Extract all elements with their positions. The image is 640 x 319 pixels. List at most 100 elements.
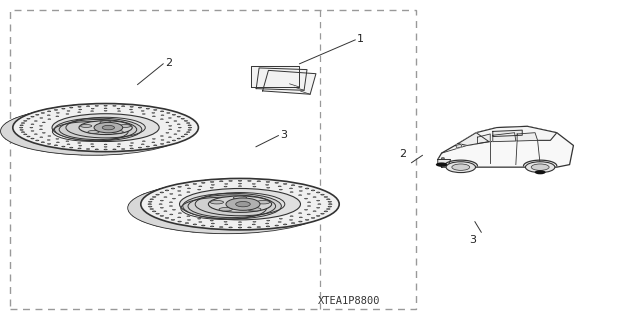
- Ellipse shape: [160, 207, 163, 208]
- Ellipse shape: [66, 114, 69, 115]
- Ellipse shape: [56, 142, 60, 143]
- Ellipse shape: [193, 224, 196, 225]
- Ellipse shape: [202, 182, 205, 183]
- Ellipse shape: [181, 118, 184, 119]
- Polygon shape: [1, 125, 13, 134]
- Ellipse shape: [452, 164, 470, 170]
- Ellipse shape: [188, 125, 191, 126]
- Ellipse shape: [161, 136, 163, 137]
- Polygon shape: [133, 191, 156, 200]
- Ellipse shape: [211, 226, 214, 227]
- Ellipse shape: [166, 132, 169, 133]
- Ellipse shape: [188, 127, 192, 128]
- Ellipse shape: [248, 181, 252, 182]
- Ellipse shape: [209, 196, 271, 212]
- Ellipse shape: [290, 216, 293, 217]
- Ellipse shape: [238, 227, 242, 228]
- Ellipse shape: [27, 136, 30, 137]
- Ellipse shape: [161, 119, 163, 120]
- Ellipse shape: [178, 186, 181, 187]
- Ellipse shape: [160, 200, 163, 201]
- Polygon shape: [173, 226, 206, 232]
- Text: 1: 1: [357, 34, 364, 44]
- Polygon shape: [252, 66, 300, 87]
- Ellipse shape: [253, 221, 256, 222]
- Ellipse shape: [152, 142, 155, 143]
- Ellipse shape: [40, 129, 42, 130]
- Polygon shape: [1, 130, 18, 139]
- Ellipse shape: [181, 136, 184, 137]
- Ellipse shape: [248, 208, 261, 211]
- Ellipse shape: [188, 219, 191, 220]
- Ellipse shape: [166, 142, 170, 143]
- Ellipse shape: [30, 127, 33, 128]
- Ellipse shape: [257, 226, 260, 227]
- Ellipse shape: [117, 146, 120, 147]
- Ellipse shape: [1, 107, 186, 155]
- Polygon shape: [236, 229, 271, 234]
- Ellipse shape: [311, 218, 315, 219]
- Polygon shape: [15, 140, 40, 148]
- Ellipse shape: [252, 183, 255, 184]
- Ellipse shape: [170, 193, 173, 194]
- Polygon shape: [1, 120, 18, 129]
- Ellipse shape: [104, 144, 107, 145]
- Polygon shape: [193, 228, 227, 234]
- Ellipse shape: [77, 112, 81, 113]
- Ellipse shape: [79, 121, 132, 135]
- Ellipse shape: [118, 144, 120, 145]
- Ellipse shape: [184, 134, 188, 135]
- Ellipse shape: [160, 215, 164, 216]
- Ellipse shape: [78, 148, 81, 149]
- Ellipse shape: [113, 105, 116, 106]
- Ellipse shape: [36, 114, 39, 115]
- Ellipse shape: [525, 162, 555, 173]
- Ellipse shape: [165, 190, 169, 191]
- Ellipse shape: [321, 213, 324, 214]
- Ellipse shape: [326, 199, 330, 200]
- Ellipse shape: [141, 178, 339, 230]
- Ellipse shape: [150, 209, 154, 210]
- Ellipse shape: [146, 146, 150, 147]
- Ellipse shape: [41, 142, 45, 143]
- Ellipse shape: [20, 125, 23, 126]
- Polygon shape: [61, 150, 93, 155]
- Ellipse shape: [131, 112, 134, 113]
- Ellipse shape: [24, 120, 27, 121]
- Polygon shape: [102, 151, 134, 155]
- Ellipse shape: [172, 198, 175, 199]
- Ellipse shape: [141, 144, 144, 145]
- Ellipse shape: [239, 222, 241, 223]
- Ellipse shape: [152, 211, 156, 212]
- Ellipse shape: [224, 186, 227, 187]
- Ellipse shape: [305, 188, 309, 189]
- Ellipse shape: [185, 185, 189, 186]
- Ellipse shape: [61, 146, 65, 147]
- Ellipse shape: [187, 216, 190, 217]
- Ellipse shape: [177, 130, 180, 131]
- Ellipse shape: [31, 138, 34, 139]
- Ellipse shape: [169, 125, 172, 126]
- Ellipse shape: [54, 109, 58, 110]
- Ellipse shape: [267, 220, 270, 221]
- Ellipse shape: [81, 124, 92, 127]
- Ellipse shape: [54, 118, 142, 141]
- Ellipse shape: [130, 148, 133, 149]
- Ellipse shape: [436, 162, 447, 167]
- Ellipse shape: [186, 122, 190, 123]
- Ellipse shape: [174, 121, 177, 122]
- Ellipse shape: [172, 140, 175, 141]
- Ellipse shape: [179, 127, 181, 128]
- Ellipse shape: [24, 134, 27, 135]
- Text: 2: 2: [399, 149, 406, 159]
- Ellipse shape: [257, 200, 270, 204]
- Ellipse shape: [88, 130, 99, 133]
- Ellipse shape: [129, 145, 132, 146]
- Ellipse shape: [112, 130, 124, 133]
- Ellipse shape: [228, 181, 232, 182]
- Ellipse shape: [220, 226, 223, 227]
- Polygon shape: [81, 104, 114, 107]
- Ellipse shape: [210, 187, 213, 188]
- Ellipse shape: [40, 125, 42, 126]
- Ellipse shape: [31, 130, 34, 131]
